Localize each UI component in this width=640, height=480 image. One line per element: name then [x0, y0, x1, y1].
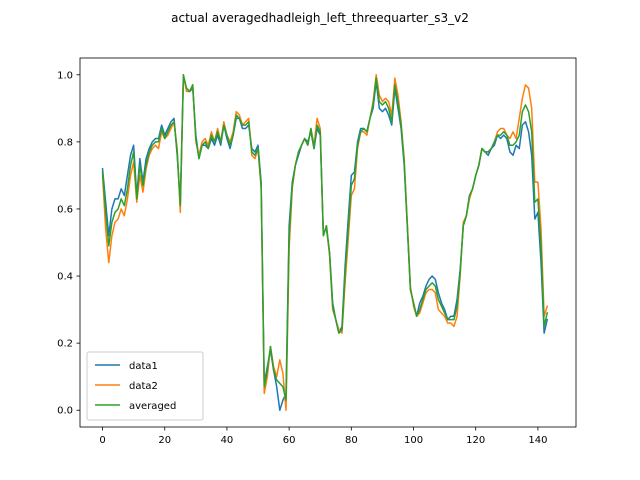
y-tick-label: 0.8: [57, 137, 73, 148]
legend-label-data2: data2: [129, 381, 158, 392]
x-tick-label: 120: [466, 435, 485, 446]
y-tick-label: 1.0: [57, 70, 73, 81]
series-layer: [101, 74, 549, 411]
legend: data1 data2 averaged: [86, 351, 204, 421]
x-tick-label: 140: [528, 435, 547, 446]
x-tick-label: 80: [345, 435, 358, 446]
chart-title: actual averagedhadleigh_left_threequarte…: [171, 11, 469, 25]
legend-box: [86, 351, 204, 421]
x-tick-label: 0: [99, 435, 105, 446]
y-tick-label: 0.2: [57, 339, 73, 350]
axes-frame: [79, 57, 577, 428]
y-tick-label: 0.4: [57, 272, 73, 283]
x-tick-label: 60: [283, 435, 296, 446]
y-tick-label: 0.6: [57, 204, 73, 215]
x-axis-ticks: 0 20 40 60 80 100 120 140: [99, 427, 547, 446]
legend-label-data1: data1: [129, 361, 158, 372]
legend-label-averaged: averaged: [129, 401, 176, 412]
y-tick-label: 0.0: [57, 406, 73, 417]
x-tick-label: 20: [158, 435, 171, 446]
series-line-averaged: [101, 74, 549, 401]
x-tick-label: 100: [404, 435, 423, 446]
y-axis-ticks: 0.0 0.2 0.4 0.6 0.8 1.0: [57, 70, 80, 417]
x-tick-label: 40: [221, 435, 234, 446]
